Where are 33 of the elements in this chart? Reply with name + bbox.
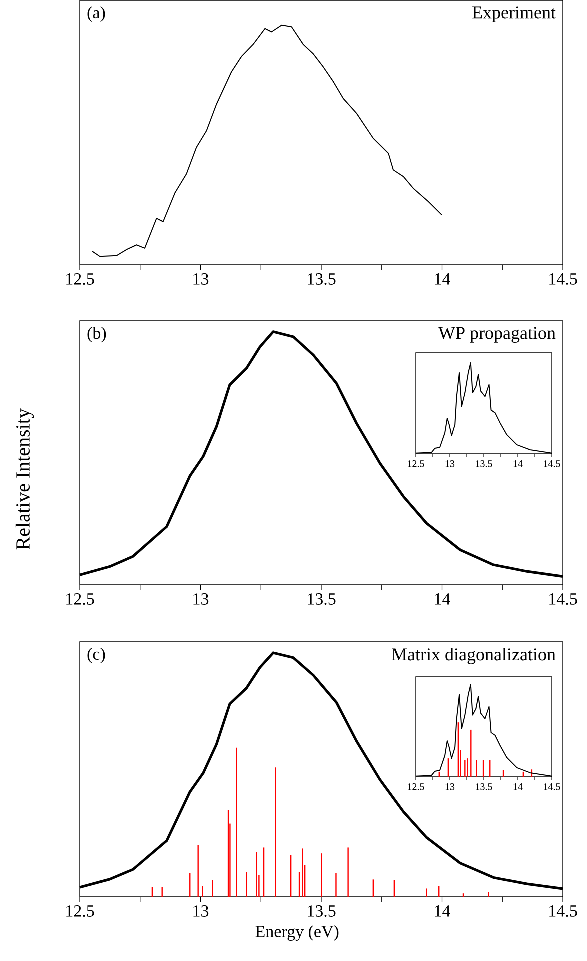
x-tick-label: 13 bbox=[446, 784, 455, 790]
x-tick-label: 13 bbox=[194, 274, 209, 285]
y-axis-title: Relative Intensity bbox=[16, 408, 34, 550]
x-tick-label: 13 bbox=[194, 594, 209, 605]
x-tick-label: 13.5 bbox=[308, 594, 336, 606]
chart-title: Experiment bbox=[472, 6, 556, 22]
x-tick-label: 12.5 bbox=[66, 906, 94, 918]
x-tick-label: 14 bbox=[435, 594, 450, 605]
chart-title: Matrix diagonalization bbox=[392, 648, 556, 664]
x-tick-label: 13.5 bbox=[476, 784, 492, 790]
x-tick-label: 13 bbox=[194, 906, 209, 917]
x-tick-label: 14.5 bbox=[544, 784, 560, 790]
x-tick-label: 13.5 bbox=[476, 460, 492, 468]
x-tick-label: 12.5 bbox=[66, 594, 94, 606]
annotation: (c) bbox=[88, 648, 106, 664]
x-tick-label: 14.5 bbox=[550, 594, 578, 605]
chart-title: WP propagation bbox=[438, 327, 556, 343]
text: (a) bbox=[88, 6, 106, 22]
x-tick-label: 13.5 bbox=[308, 906, 336, 918]
x-tick-label: 14 bbox=[514, 784, 523, 790]
x-tick-label: 12.5 bbox=[408, 784, 424, 790]
x-tick-label: 14.5 bbox=[550, 906, 578, 917]
x-tick-label: 14 bbox=[514, 460, 523, 468]
x-tick-label: 12.5 bbox=[66, 274, 94, 286]
x-tick-label: 14.5 bbox=[544, 460, 560, 468]
x-axis-title: Energy (eV) bbox=[256, 926, 339, 941]
annotation: (b) bbox=[88, 327, 106, 343]
x-tick-label: 13.5 bbox=[308, 274, 336, 286]
x-tick-label: 13 bbox=[446, 460, 455, 468]
x-tick-label: 14 bbox=[435, 906, 450, 917]
x-tick-label: 14 bbox=[435, 274, 450, 285]
x-tick-label: 12.5 bbox=[408, 460, 424, 468]
x-tick-label: 14.5 bbox=[550, 274, 578, 285]
